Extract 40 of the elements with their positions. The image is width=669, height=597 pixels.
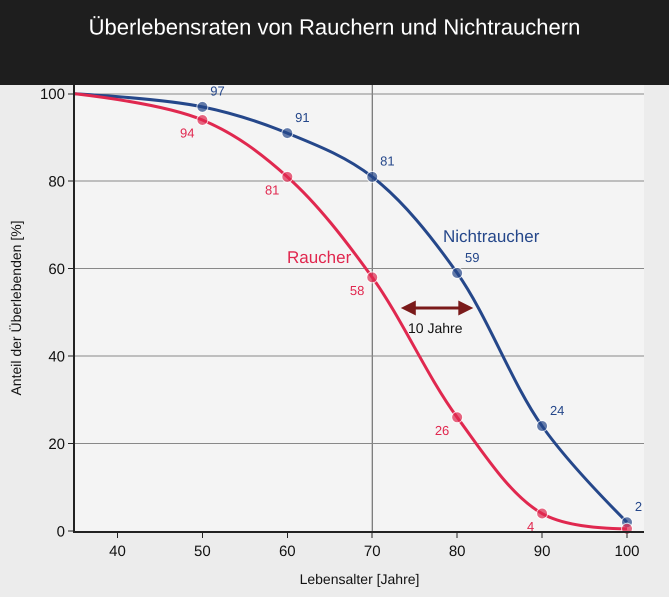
data-label: 24 [550, 402, 564, 418]
data-label: 4 [526, 519, 534, 534]
x-tick-label: 50 [194, 543, 211, 560]
data-label: 2 [634, 499, 642, 514]
data-label: 58 [350, 283, 364, 298]
x-tick-label: 60 [278, 543, 296, 560]
point [281, 170, 294, 183]
point [196, 100, 208, 113]
point [451, 267, 464, 280]
data-label: 59 [465, 250, 480, 265]
point [536, 508, 548, 520]
y-tick-label: 80 [48, 173, 65, 190]
y-tick-label: 40 [48, 348, 65, 366]
annotation: 10 Jahre [408, 320, 463, 336]
y-tick-label: 60 [48, 260, 65, 278]
x-axis-title: Lebensalter [Jahre] [300, 570, 420, 587]
x-tick-label: 70 [364, 543, 381, 560]
point [366, 170, 378, 183]
point [366, 271, 378, 284]
data-label: 26 [434, 422, 450, 438]
x-tick-label: 80 [448, 543, 466, 560]
x-tick-label: 100 [614, 543, 640, 560]
data-label: 81 [380, 154, 395, 169]
series-label: Nichtraucher [443, 227, 540, 246]
data-label: 81 [264, 182, 280, 198]
x-tick-label: 40 [109, 543, 126, 560]
y-tick-label: 20 [48, 436, 65, 453]
y-tick-label: 0 [56, 523, 65, 540]
point [196, 114, 208, 126]
chart-title: Überlebensraten von Rauchern und Nichtrauchern [88, 14, 580, 40]
x-tick-label: 90 [534, 543, 550, 560]
y-tick-label: 100 [40, 86, 65, 103]
point [281, 127, 294, 140]
point [536, 420, 548, 432]
data-label: 94 [180, 126, 195, 141]
series-label: Raucher [287, 248, 352, 267]
point [451, 411, 464, 424]
data-label: 91 [295, 110, 310, 125]
y-axis-title: Anteil der Überlebenden [%] [8, 220, 24, 396]
data-label: 97 [210, 84, 225, 99]
